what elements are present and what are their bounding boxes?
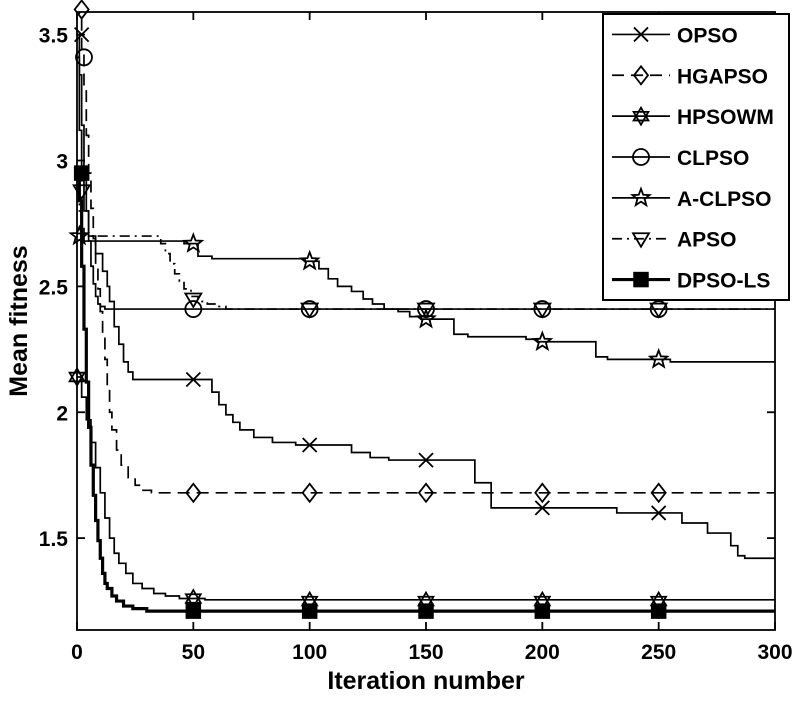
series-hpsowm-line (77, 376, 775, 602)
series-opso-line (77, 33, 775, 560)
y-tick-label: 2.5 (39, 276, 69, 299)
square-filled-marker-icon (534, 603, 551, 619)
series-dpso-ls-markers (73, 165, 667, 619)
triangle-down-marker-icon (649, 302, 669, 319)
triangle-down-marker-icon (631, 232, 651, 249)
x-tick-label: 300 (757, 641, 792, 664)
pentagram-marker-icon (647, 347, 670, 369)
series-apso-line (77, 189, 775, 310)
y-axis-label: Mean fitness (5, 245, 33, 396)
legend-item-hgapso: HGAPSO (612, 64, 768, 88)
x-tick-label: 250 (641, 641, 676, 664)
x-marker-icon (185, 371, 201, 388)
circle-marker-icon (184, 300, 203, 318)
triangle-down-marker-icon (416, 302, 436, 319)
y-tick-label: 1.5 (39, 528, 69, 551)
series-hpsowm-markers (68, 366, 668, 612)
diamond-marker-icon (185, 482, 202, 504)
diamond-marker-icon (73, 0, 90, 20)
x-tick-label: 200 (525, 641, 560, 664)
legend: OPSO HGAPSO HPSOWM CLPSO A-CLPSO APSO DPSO-LS (602, 13, 790, 301)
pentagram-marker-icon (415, 307, 437, 329)
series-clpso-markers (75, 48, 668, 318)
x-tick-label: 0 (71, 641, 83, 664)
legend-label: DPSO-LS (677, 270, 770, 293)
pentagram-marker-icon (630, 186, 652, 208)
series-hgapso-line (78, 12, 775, 494)
legend-item-clpso: CLPSO (612, 147, 749, 170)
pentagram-marker-icon (298, 249, 321, 271)
diamond-marker-icon (301, 482, 318, 504)
triangle-down-marker-icon (532, 302, 552, 319)
y-tick-label: 2 (56, 402, 68, 425)
x-marker-icon (302, 437, 318, 453)
diamond-marker-icon (650, 482, 667, 504)
triangle-down-marker-icon (72, 184, 92, 201)
series-a-clpso-markers (68, 224, 670, 369)
hexagram-marker-icon (184, 588, 203, 609)
y-tick-label: 3.5 (39, 25, 69, 48)
series-hgapso-markers (73, 0, 667, 504)
x-marker-icon (633, 26, 649, 43)
legend-item-a-clpso: A-CLPSO (612, 186, 772, 211)
triangle-down-marker-icon (183, 292, 203, 309)
circle-marker-icon (632, 148, 650, 166)
pentagram-marker-icon (68, 224, 91, 246)
square-filled-marker-icon (650, 603, 667, 619)
legend-label: HGAPSO (677, 65, 768, 88)
series-apso-markers (72, 184, 669, 319)
triangle-down-marker-icon (300, 302, 320, 319)
legend-label: APSO (677, 229, 737, 252)
square-filled-marker-icon (185, 603, 202, 619)
legend-item-apso: APSO (612, 229, 737, 252)
hexagram-marker-icon (632, 105, 650, 127)
legend-label: OPSO (677, 24, 738, 47)
series-opso-markers (74, 27, 667, 521)
y-tick-label: 3 (56, 151, 68, 174)
series-lines (77, 12, 775, 613)
x-axis-label: Iteration number (327, 667, 525, 695)
x-marker-icon (651, 505, 667, 521)
square-filled-marker-icon (633, 271, 649, 288)
hexagram-marker-icon (68, 366, 86, 388)
legend-label: HPSOWM (677, 106, 774, 129)
x-marker-icon (418, 452, 434, 468)
x-tick-label: 150 (408, 641, 443, 664)
legend-item-hpsowm: HPSOWM (612, 105, 774, 129)
legend-item-opso: OPSO (612, 24, 738, 47)
x-tick-label: 50 (182, 641, 205, 664)
pentagram-marker-icon (182, 232, 205, 253)
series-clpso-line (77, 56, 775, 310)
x-tick-label: 100 (292, 641, 327, 664)
diamond-marker-icon (632, 64, 650, 86)
legend-label: CLPSO (677, 147, 749, 170)
diamond-marker-icon (534, 482, 551, 504)
square-filled-marker-icon (301, 603, 318, 619)
x-marker-icon (534, 500, 550, 516)
diamond-marker-icon (417, 482, 435, 504)
square-filled-marker-icon (73, 165, 90, 181)
circle-marker-icon (75, 48, 93, 67)
legend-label: A-CLPSO (677, 188, 772, 211)
x-marker-icon (74, 27, 90, 43)
pentagram-marker-icon (531, 330, 554, 352)
legend-item-dpso-ls: DPSO-LS (612, 270, 770, 293)
square-filled-marker-icon (418, 603, 434, 619)
series-dpso-ls-line (77, 171, 775, 613)
